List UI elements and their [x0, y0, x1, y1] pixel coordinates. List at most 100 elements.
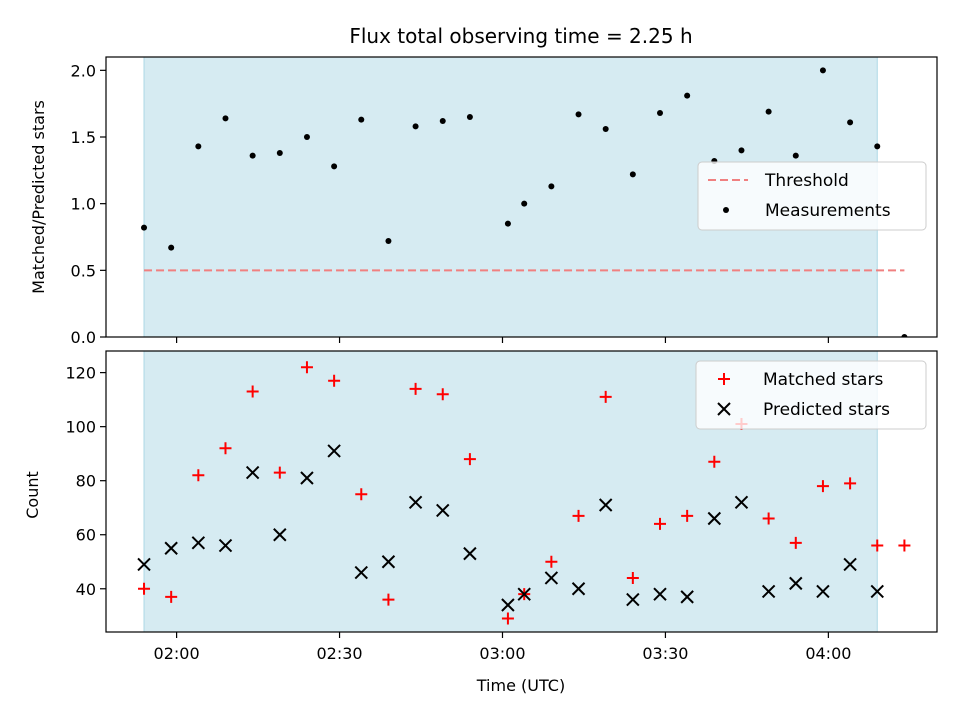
measurement-point — [141, 224, 148, 231]
predicted-stars-point — [218, 538, 233, 553]
predicted-stars-point — [789, 576, 803, 591]
predicted-stars-point — [164, 541, 178, 555]
matched-stars-point — [436, 388, 449, 401]
bottom-y-axis-label: Count — [23, 471, 42, 519]
legend-label: Threshold — [764, 171, 849, 191]
matched-stars-point — [463, 453, 476, 466]
measurement-point — [504, 220, 511, 227]
predicted-stars-point — [354, 565, 368, 580]
plot-area — [141, 67, 908, 337]
matched-stars-point — [382, 593, 395, 606]
measurement-point — [602, 126, 609, 132]
matched-stars-point — [138, 582, 151, 595]
measurement-point — [276, 150, 283, 156]
predicted-stars-point — [191, 536, 206, 550]
predicted-stars-point — [816, 584, 830, 599]
predicted-stars-point — [501, 598, 515, 612]
axes-frame — [105, 56, 938, 338]
matched-stars-point — [165, 590, 178, 603]
measurement-point — [195, 143, 202, 150]
matched-stars-point — [599, 390, 612, 403]
y-tick-label: 0.5 — [71, 261, 96, 280]
predicted-stars-point — [653, 587, 667, 601]
measurement-point — [439, 118, 446, 124]
matched-stars-point — [192, 469, 205, 482]
measurement-point — [168, 244, 175, 251]
top-panel: 0.0 0.5 1.0 1.5 2.0 Threshold Measurements — [71, 56, 938, 347]
top-y-axis-label: Matched/Predicted stars — [29, 100, 48, 294]
matched-stars-point — [219, 442, 232, 455]
y-tick-label: 1.0 — [71, 195, 96, 214]
predicted-stars-point — [137, 557, 151, 572]
measurement-point — [684, 92, 691, 99]
predicted-stars-point — [761, 584, 776, 599]
predicted-stars-point — [843, 557, 857, 572]
chart-title: Flux total observing time = 2.25 h — [349, 24, 692, 48]
legend: Threshold Measurements — [697, 161, 927, 231]
measurement-point — [629, 171, 636, 178]
matched-stars-point — [300, 361, 313, 374]
measurement-point — [521, 200, 528, 207]
predicted-stars-point — [571, 582, 586, 596]
matched-stars-point — [273, 466, 286, 479]
measurement-point — [847, 119, 854, 126]
x-tick-label: 04:00 — [805, 644, 851, 663]
matched-stars-point — [816, 480, 829, 493]
measurement-point — [657, 110, 663, 116]
x-tick-label: 02:00 — [154, 644, 200, 663]
bottom-panel: 40 60 80 100 120 02:00 02:30 03:00 03:30 04:00 Mat… — [65, 350, 938, 663]
measurement-point — [792, 152, 799, 159]
predicted-stars-point — [707, 511, 722, 526]
predicted-stars-point — [273, 528, 287, 542]
predicted-stars-point — [870, 584, 884, 599]
matched-stars-point — [762, 512, 775, 525]
matched-stars-point — [626, 571, 639, 584]
measurement-point — [548, 183, 555, 190]
y-tick-label: 1.5 — [71, 128, 96, 147]
measurement-point — [738, 147, 745, 154]
y-tick-label: 40 — [76, 580, 96, 599]
x-tick-label: 03:00 — [479, 644, 525, 663]
predicted-stars-point — [734, 495, 749, 510]
matched-stars-point — [844, 477, 857, 490]
legend-label: Measurements — [765, 201, 891, 221]
matched-stars-point — [572, 509, 585, 522]
axes-frame — [105, 350, 938, 633]
predicted-stars-point — [680, 590, 694, 604]
legend-label: Predicted stars — [763, 400, 890, 420]
matched-stars-point — [501, 612, 514, 625]
predicted-stars-point — [463, 546, 477, 561]
x-axis-label: Time (UTC) — [476, 676, 565, 695]
predicted-stars-point — [408, 495, 423, 510]
measurement-point — [222, 115, 229, 122]
measurement-point — [819, 67, 826, 74]
legend-measurements-marker — [723, 207, 729, 213]
measurement-point — [412, 123, 419, 130]
matched-stars-point — [545, 555, 558, 568]
measurement-point — [303, 134, 310, 140]
predicted-stars-point — [544, 571, 559, 585]
predicted-stars-point — [300, 471, 314, 485]
matched-stars-point — [654, 517, 666, 530]
measurement-point — [249, 152, 256, 159]
legend-label: Matched stars — [763, 370, 883, 390]
legend-box — [695, 360, 927, 430]
measurement-point — [331, 163, 338, 170]
legend: Matched stars Predicted stars — [695, 360, 927, 430]
matched-stars-point — [328, 374, 341, 387]
legend-matched-marker — [718, 373, 730, 385]
y-tick-label: 80 — [76, 472, 96, 491]
predicted-stars-point — [436, 503, 450, 518]
measurement-point — [385, 238, 392, 244]
matched-stars-point — [355, 488, 368, 501]
matched-stars-point — [409, 382, 422, 395]
predicted-stars-point — [598, 498, 613, 512]
legend-predicted-marker — [717, 402, 731, 416]
predicted-stars-point — [245, 465, 260, 480]
measurement-point — [466, 114, 473, 120]
measurement-point — [575, 111, 582, 118]
y-tick-label: 60 — [76, 526, 96, 545]
y-tick-label: 2.0 — [71, 61, 96, 80]
matched-stars-point — [871, 539, 884, 552]
